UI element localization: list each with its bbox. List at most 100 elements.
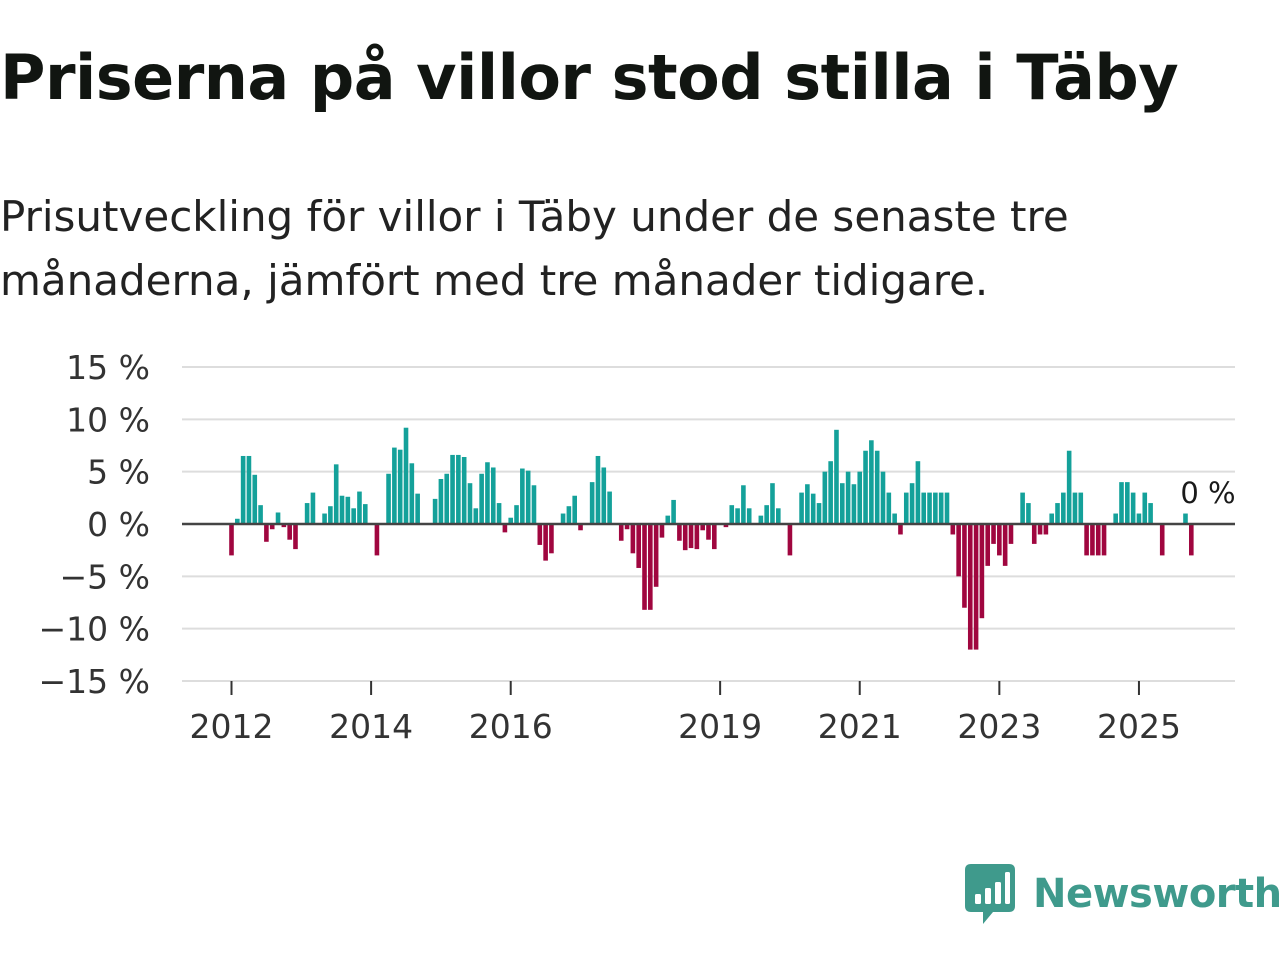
bar — [456, 454, 461, 524]
bar — [944, 492, 950, 524]
bar — [636, 524, 641, 568]
bar — [909, 483, 915, 524]
bar — [694, 524, 700, 550]
bar — [275, 512, 281, 524]
bar — [240, 455, 246, 524]
bar — [1026, 503, 1031, 524]
bar — [235, 518, 240, 524]
chart-title: Priserna på villor stod stilla i Täby — [0, 41, 1179, 114]
bar-chart-speech-bubble-icon — [965, 864, 1015, 924]
bar — [374, 524, 380, 556]
bar — [1002, 524, 1008, 566]
bar — [776, 508, 781, 524]
bar — [287, 524, 292, 540]
bar — [682, 524, 688, 551]
bar — [444, 473, 450, 524]
bar — [1008, 524, 1014, 544]
brand-name: Newsworthy — [1033, 871, 1280, 917]
bar — [1148, 503, 1153, 524]
x-tick-label: 2016 — [469, 707, 553, 746]
y-tick-label: −15 % — [39, 662, 151, 701]
bar — [589, 482, 595, 524]
bar — [1031, 524, 1037, 544]
bar — [1066, 450, 1072, 524]
bar — [1183, 513, 1188, 524]
bar — [938, 492, 944, 524]
bar — [415, 493, 420, 524]
x-tick-label: 2023 — [957, 707, 1041, 746]
x-tick-label: 2014 — [329, 707, 413, 746]
bar — [520, 468, 525, 524]
x-tick-label: 2012 — [190, 707, 274, 746]
bar — [392, 447, 397, 524]
bar — [967, 524, 973, 650]
bar — [839, 483, 845, 524]
bar — [566, 506, 572, 524]
bar — [735, 508, 740, 524]
bar — [1078, 492, 1084, 524]
bar — [834, 429, 839, 524]
bar — [758, 515, 764, 524]
bar — [310, 492, 316, 524]
bar — [851, 484, 857, 524]
bar — [741, 485, 746, 524]
bar — [659, 524, 665, 538]
bar — [618, 524, 624, 541]
chart-subtitle: Prisutveckling för villor i Täby under d… — [0, 192, 1069, 305]
x-tick-label: 2021 — [818, 707, 902, 746]
bar — [816, 503, 822, 524]
bar — [898, 524, 903, 535]
bar — [1037, 524, 1043, 535]
bar — [642, 524, 647, 610]
bar — [549, 524, 554, 554]
bar — [304, 503, 310, 524]
bar — [700, 524, 705, 531]
brand-logo: Newsworthy — [965, 862, 1280, 926]
bar — [252, 474, 258, 524]
bar — [671, 499, 676, 524]
bar — [508, 517, 514, 524]
y-tick-label: 10 % — [66, 400, 150, 439]
bar — [805, 484, 810, 524]
bar — [479, 473, 484, 524]
last-value-label: 0 % — [1180, 476, 1235, 510]
bar — [397, 449, 403, 524]
bar — [502, 524, 508, 533]
bar — [525, 470, 531, 524]
bar — [543, 524, 548, 561]
y-axis-ticks: 15 % 10 % 5 % 0 % −5 % −10 % −15 % — [39, 348, 151, 701]
bar — [863, 450, 868, 524]
bar — [496, 503, 502, 524]
bar — [630, 524, 636, 554]
bars — [229, 427, 1194, 650]
bar — [787, 524, 793, 556]
bar — [712, 524, 717, 550]
bar — [1142, 492, 1148, 524]
bar — [450, 454, 455, 524]
bar — [1095, 524, 1101, 556]
bar — [229, 524, 234, 556]
y-tick-label: 5 % — [87, 453, 150, 492]
bar — [799, 492, 804, 524]
bar — [688, 524, 694, 549]
bar — [322, 513, 327, 524]
bar — [921, 492, 927, 524]
bar — [892, 513, 897, 524]
grid-lines — [182, 366, 1235, 682]
bar — [653, 524, 659, 587]
bar — [915, 461, 921, 524]
bar — [997, 524, 1002, 556]
bar — [956, 524, 961, 577]
bar — [903, 492, 909, 524]
bar — [572, 495, 577, 524]
x-tick-label: 2025 — [1097, 707, 1181, 746]
bar — [950, 524, 956, 535]
bar — [607, 491, 612, 524]
bar — [1125, 482, 1130, 524]
bar — [1130, 492, 1136, 524]
bar — [729, 505, 735, 524]
bar — [328, 506, 333, 524]
bar — [258, 505, 263, 524]
bar — [537, 524, 543, 545]
